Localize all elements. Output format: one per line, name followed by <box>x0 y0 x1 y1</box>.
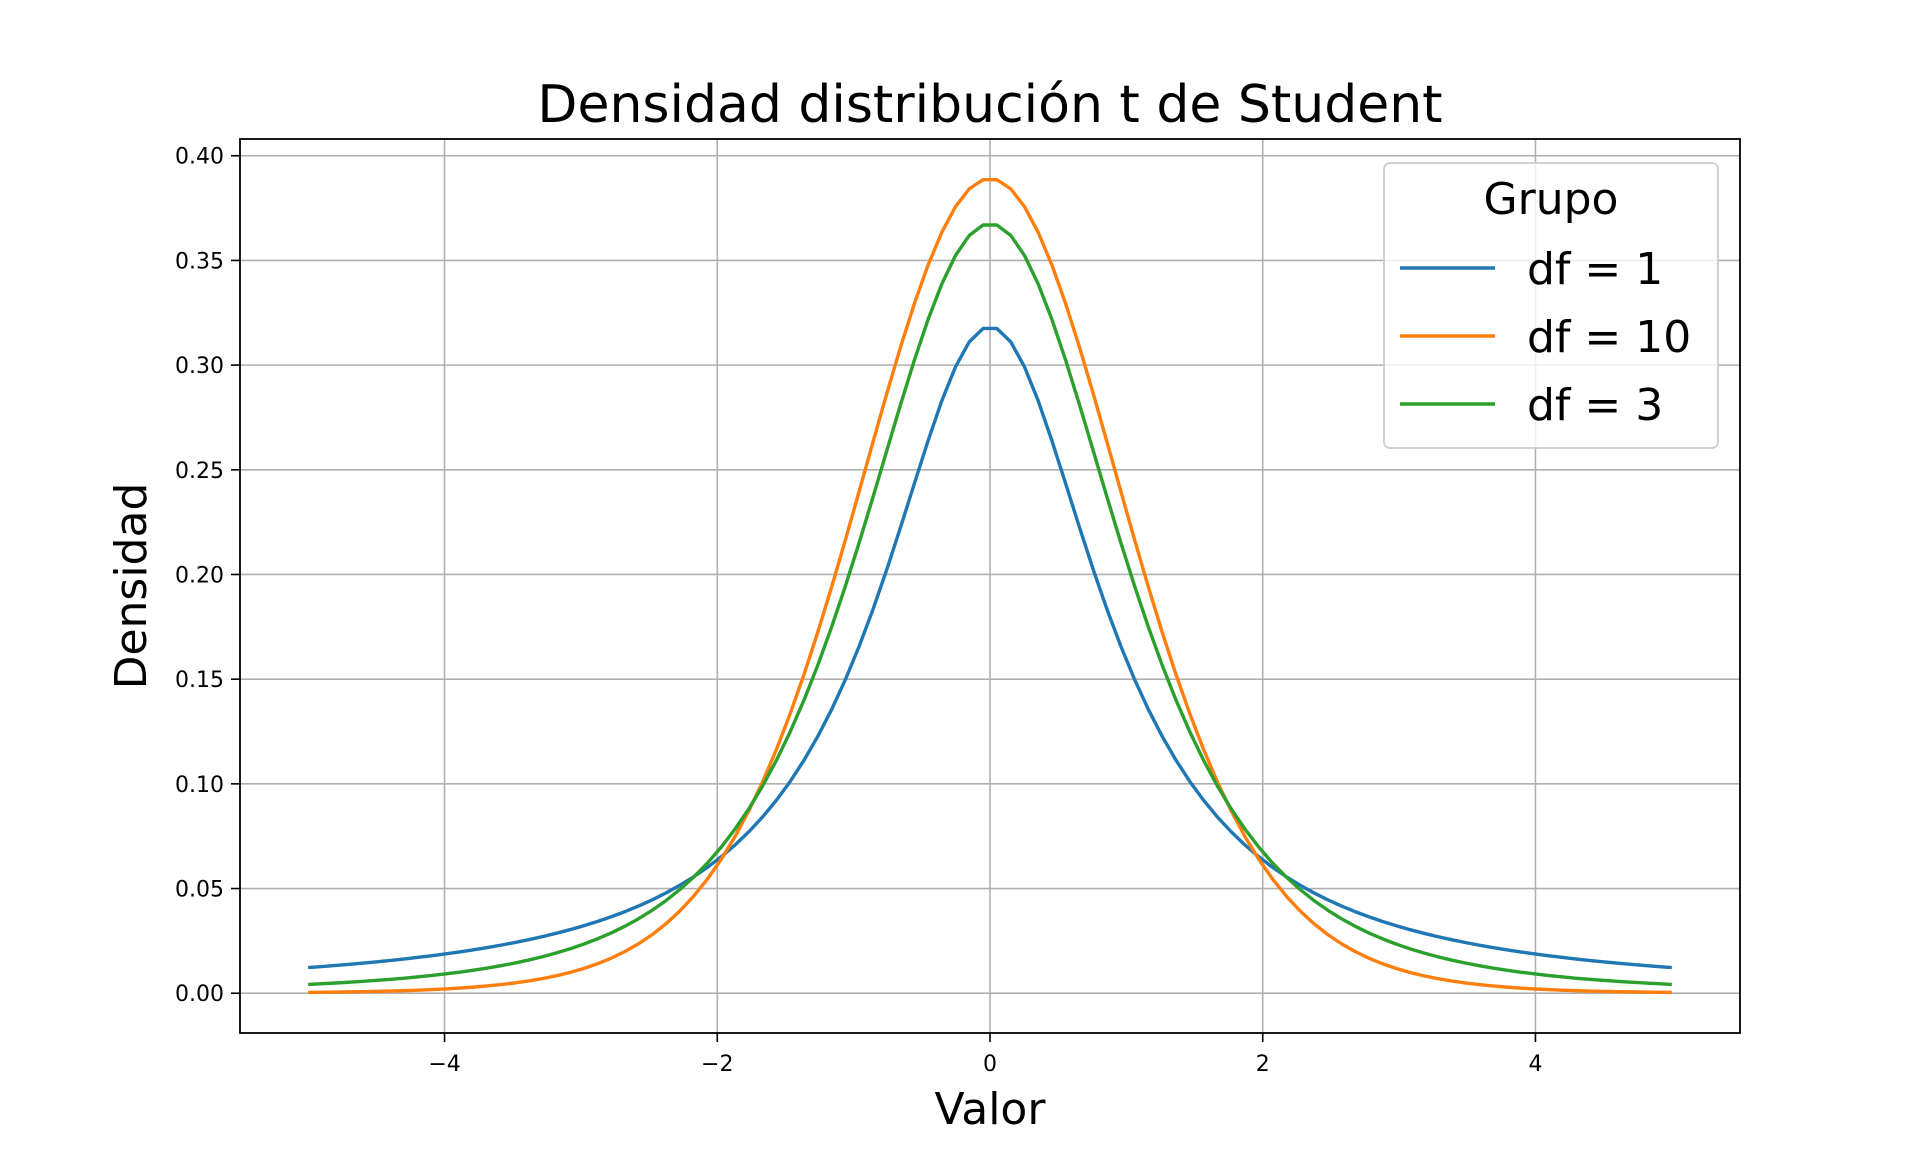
y-tick-label: 0.20 <box>175 563 224 588</box>
x-tick-label: 2 <box>1256 1052 1270 1077</box>
chart-title: Densidad distribución t de Student <box>537 75 1442 135</box>
legend-box <box>1383 162 1719 449</box>
y-tick-label: 0.35 <box>175 249 224 274</box>
y-tick-label: 0.00 <box>175 982 224 1007</box>
y-tick-label: 0.40 <box>175 145 224 170</box>
legend-label-df-10: df = 10 <box>1527 312 1691 363</box>
series-line-df-3 <box>308 223 1672 987</box>
tick-layer: −4 −2 0 2 4 0.00 0.05 0.10 0.15 0.20 0.25 0.30 0.35 0… <box>175 145 1542 1077</box>
series-line-df-1 <box>308 326 1672 970</box>
legend-entries: df = 1 df = 10 df = 3 <box>1400 244 1691 431</box>
y-axis-label: Densidad <box>106 483 157 690</box>
x-tick-label: 0 <box>983 1052 997 1077</box>
series-layer <box>308 177 1672 995</box>
legend-label-df-3: df = 3 <box>1527 380 1663 431</box>
y-tick-label: 0.05 <box>175 878 224 903</box>
y-tick-label: 0.30 <box>175 354 224 379</box>
y-tick-label: 0.10 <box>175 773 224 798</box>
x-axis-label: Valor <box>935 1084 1047 1135</box>
y-tick-label: 0.15 <box>175 668 224 693</box>
x-tick-label: −2 <box>701 1052 733 1077</box>
legend: Grupo df = 1 df = 10 df = 3 <box>1383 162 1719 449</box>
x-tick-label: −4 <box>428 1052 460 1077</box>
legend-label-df-1: df = 1 <box>1527 244 1663 295</box>
series-line-df-10 <box>308 177 1672 995</box>
y-tick-label: 0.25 <box>175 459 224 484</box>
x-tick-label: 4 <box>1528 1052 1542 1077</box>
legend-title: Grupo <box>1484 174 1619 225</box>
